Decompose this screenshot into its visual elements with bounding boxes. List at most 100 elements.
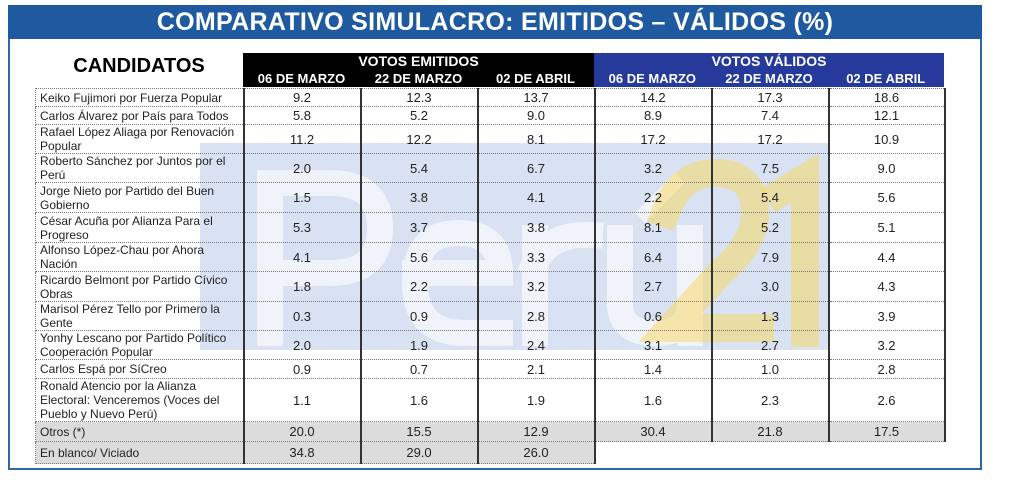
empty-cell: [595, 442, 712, 464]
table-row: César Acuña por Alianza Para el Progreso…: [35, 212, 946, 243]
validos-value: 17.5: [827, 421, 946, 442]
validos-value: 9.0: [827, 153, 946, 183]
empty-cell: [829, 442, 945, 464]
emitidos-value: 2.2: [359, 271, 479, 302]
validos-value: 5.6: [827, 182, 946, 213]
candidate-name: Keiko Fujimori por Fuerza Popular: [35, 88, 244, 107]
candidate-name: Otros (*): [35, 421, 244, 442]
emitidos-value: 9.0: [476, 106, 596, 125]
emitidos-value: 5.4: [359, 153, 479, 183]
table-row: Marisol Pérez Tello por Primero la Gente…: [35, 301, 946, 331]
votos-emitidos-header: VOTOS EMITIDOS 06 DE MARZO 22 DE MARZO 0…: [243, 53, 594, 87]
validos-date-1: 06 DE MARZO: [608, 71, 697, 86]
emitidos-value: 0.9: [359, 301, 479, 331]
validos-value: 30.4: [593, 421, 713, 442]
emitidos-value: 1.1: [242, 378, 362, 422]
validos-value: 5.2: [710, 212, 830, 243]
emitidos-date-1: 06 DE MARZO: [257, 71, 346, 86]
validos-value: 2.2: [593, 182, 713, 213]
emitidos-value: 0.7: [359, 359, 479, 379]
validos-value: 2.3: [710, 378, 830, 422]
page-title: COMPARATIVO SIMULACRO: EMITIDOS – VÁLIDO…: [8, 5, 982, 39]
validos-value: 3.2: [827, 330, 946, 360]
validos-value: 3.0: [710, 271, 830, 302]
emitidos-value: 3.2: [476, 271, 596, 302]
candidate-name: Rafael López Aliaga por Renovación Popul…: [35, 124, 244, 154]
emitidos-value: 12.2: [359, 124, 479, 154]
table-row: Roberto Sánchez por Juntos por el Perú 2.…: [35, 153, 946, 183]
validos-value: 8.1: [593, 212, 713, 243]
validos-value: 2.7: [710, 330, 830, 360]
emitidos-value: 1.9: [359, 330, 479, 360]
emitidos-value: 3.7: [359, 212, 479, 243]
emitidos-value: 13.7: [476, 88, 596, 107]
emitidos-value: 1.9: [476, 378, 596, 422]
validos-value: 7.9: [710, 242, 830, 272]
emitidos-value: 1.8: [242, 271, 362, 302]
validos-value: 3.1: [593, 330, 713, 360]
candidate-name: Ricardo Belmont por Partido Cívico Obras: [35, 271, 244, 302]
emitidos-value: 4.1: [476, 182, 596, 213]
table-row: Jorge Nieto por Partido del Buen Gobiern…: [35, 182, 946, 213]
votos-validos-label: VOTOS VÁLIDOS: [711, 53, 827, 69]
emitidos-date-3: 02 DE ABRIL: [496, 71, 575, 86]
validos-value: 8.9: [593, 106, 713, 125]
candidate-name: Marisol Pérez Tello por Primero la Gente: [35, 301, 244, 331]
validos-value: 2.8: [827, 359, 946, 379]
candidate-name: Carlos Espá por SíCreo: [35, 359, 244, 379]
table-row: Ronald Atencio por la Alianza Electoral:…: [35, 378, 946, 422]
emitidos-value: 9.2: [242, 88, 362, 107]
emitidos-value: 1.5: [242, 182, 362, 213]
validos-value: 5.1: [827, 212, 946, 243]
emitidos-date-2: 22 DE MARZO: [374, 71, 463, 86]
validos-value: 0.6: [593, 301, 713, 331]
validos-value: 17.3: [710, 88, 830, 107]
validos-value: 3.2: [593, 153, 713, 183]
table-row: Rafael López Aliaga por Renovación Popul…: [35, 124, 946, 154]
validos-value: 14.2: [593, 88, 713, 107]
results-table: Keiko Fujimori por Fuerza Popular 9.2 12.3…: [35, 88, 946, 464]
emitidos-value: 5.8: [242, 106, 362, 125]
validos-value: 2.7: [593, 271, 713, 302]
candidate-name: En blanco/ Viciado: [35, 441, 244, 464]
validos-value: 7.5: [710, 153, 830, 183]
validos-value: 1.0: [710, 359, 830, 379]
emitidos-value: 2.0: [242, 153, 362, 183]
emitidos-value: 2.0: [242, 330, 362, 360]
emitidos-value: 5.6: [359, 242, 479, 272]
emitidos-value: 2.1: [476, 359, 596, 379]
validos-value: 6.4: [593, 242, 713, 272]
validos-value: 17.2: [593, 124, 713, 154]
validos-date-2: 22 DE MARZO: [725, 71, 813, 86]
emitidos-value: 12.9: [476, 421, 596, 442]
emitidos-value: 29.0: [359, 441, 479, 464]
emitidos-value: 6.7: [476, 153, 596, 183]
validos-value: 7.4: [710, 106, 830, 125]
validos-value: 12.1: [827, 106, 946, 125]
emitidos-value: 5.3: [242, 212, 362, 243]
validos-value: 4.3: [827, 271, 946, 302]
emitidos-value: 0.3: [242, 301, 362, 331]
validos-value: 18.6: [827, 88, 946, 107]
validos-value: 1.4: [593, 359, 713, 379]
emitidos-value: 5.2: [359, 106, 479, 125]
emitidos-value: 11.2: [242, 124, 362, 154]
emitidos-value: 12.3: [359, 88, 479, 107]
emitidos-value: 1.6: [359, 378, 479, 422]
validos-value: 4.4: [827, 242, 946, 272]
validos-value: 17.2: [710, 124, 830, 154]
table-row: En blanco/ Viciado 34.8 29.0 26.0: [35, 441, 945, 464]
votos-validos-header: VOTOS VÁLIDOS 06 DE MARZO 22 DE MARZO 02…: [594, 53, 944, 87]
emitidos-value: 34.8: [242, 441, 362, 464]
emitidos-value: 3.8: [359, 182, 479, 213]
validos-value: 21.8: [710, 421, 830, 442]
table-row: Yonhy Lescano por Partido Político Coope…: [35, 330, 946, 360]
candidate-name: Roberto Sánchez por Juntos por el Perú: [35, 153, 244, 183]
candidates-header: CANDIDATOS: [73, 55, 205, 77]
emitidos-value: 26.0: [476, 441, 596, 464]
table-row: Carlos Espá por SíCreo 0.9 0.7 2.1 1.4 1.0 2.8: [35, 359, 946, 379]
validos-value: 3.9: [827, 301, 946, 331]
table-row: Ricardo Belmont por Partido Cívico Obras…: [35, 271, 946, 302]
table-row: Keiko Fujimori por Fuerza Popular 9.2 12.3…: [35, 88, 946, 107]
emitidos-value: 3.8: [476, 212, 596, 243]
